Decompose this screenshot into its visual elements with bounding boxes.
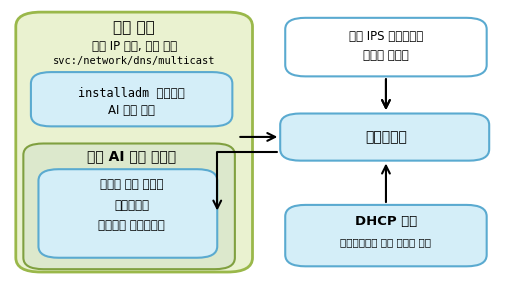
Text: installadm 패키지의: installadm 패키지의 [78, 87, 185, 100]
Text: 프로비전 매니페스트: 프로비전 매니페스트 [98, 219, 165, 232]
Text: 설치 서버: 설치 서버 [113, 20, 155, 35]
FancyBboxPatch shape [31, 72, 232, 126]
FancyBboxPatch shape [16, 12, 252, 272]
FancyBboxPatch shape [38, 169, 217, 258]
Text: AI 설치 도구: AI 설치 도구 [108, 104, 155, 117]
Text: 클라이언트를 설치 서버에 연결: 클라이언트를 설치 서버에 연결 [340, 237, 431, 247]
Text: 클라이언트: 클라이언트 [114, 199, 149, 212]
Text: 패키지 저장소: 패키지 저장소 [363, 49, 409, 62]
FancyBboxPatch shape [285, 205, 487, 266]
Text: 클라이언트: 클라이언트 [365, 130, 407, 144]
Text: svc:/network/dns/multicast: svc:/network/dns/multicast [53, 56, 216, 66]
Text: 로컬 IPS 소프트웨어: 로컬 IPS 소프트웨어 [349, 30, 423, 43]
Text: 기본 AI 설치 서비스: 기본 AI 설치 서비스 [87, 149, 176, 163]
Text: 사용자 정의 기본값: 사용자 정의 기본값 [100, 179, 164, 191]
Text: DHCP 서버: DHCP 서버 [355, 215, 417, 228]
FancyBboxPatch shape [280, 114, 489, 161]
Text: 정적 IP 주소, 기본 경로: 정적 IP 주소, 기본 경로 [91, 40, 177, 53]
FancyBboxPatch shape [23, 144, 235, 269]
FancyBboxPatch shape [285, 18, 487, 76]
